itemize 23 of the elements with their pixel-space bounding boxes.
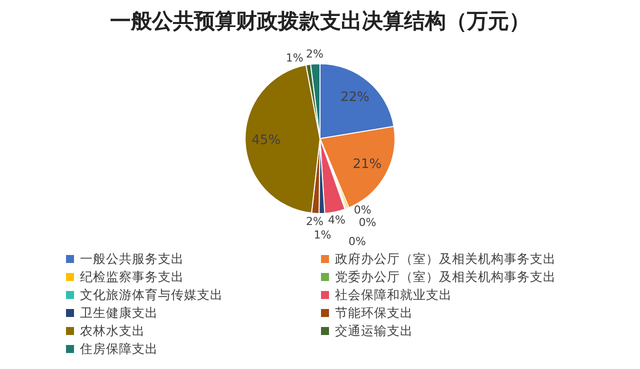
legend-label: 社会保障和就业支出 — [335, 286, 452, 304]
data-label: 45% — [252, 133, 281, 148]
legend-label: 农林水支出 — [80, 322, 145, 340]
data-label: 0% — [348, 234, 366, 248]
data-label: 1% — [286, 51, 304, 64]
legend-label: 一般公共服务支出 — [80, 250, 184, 268]
legend-label: 文化旅游体育与传媒支出 — [80, 286, 223, 304]
data-label: 22% — [340, 90, 370, 105]
legend-label: 住房保障支出 — [80, 340, 158, 358]
data-label: 21% — [352, 157, 382, 172]
data-label: 2% — [306, 215, 324, 228]
legend-label: 节能环保支出 — [335, 304, 413, 322]
data-label: 0% — [354, 204, 372, 217]
chart-title: 一般公共预算财政拨款支出决算结构（万元） — [110, 8, 530, 34]
legend-label: 政府办公厅（室）及相关机构事务支出 — [335, 250, 556, 268]
data-label: 2% — [306, 48, 324, 61]
data-label: 0% — [358, 216, 376, 229]
data-label: 4% — [328, 214, 346, 227]
legend-label: 纪检监察事务支出 — [80, 268, 184, 286]
data-label: 1% — [314, 228, 332, 242]
legend-label: 党委办公厅（室）及相关机构事务支出 — [335, 268, 556, 286]
legend-label: 交通运输支出 — [335, 322, 413, 340]
legend-label: 卫生健康支出 — [80, 304, 158, 322]
